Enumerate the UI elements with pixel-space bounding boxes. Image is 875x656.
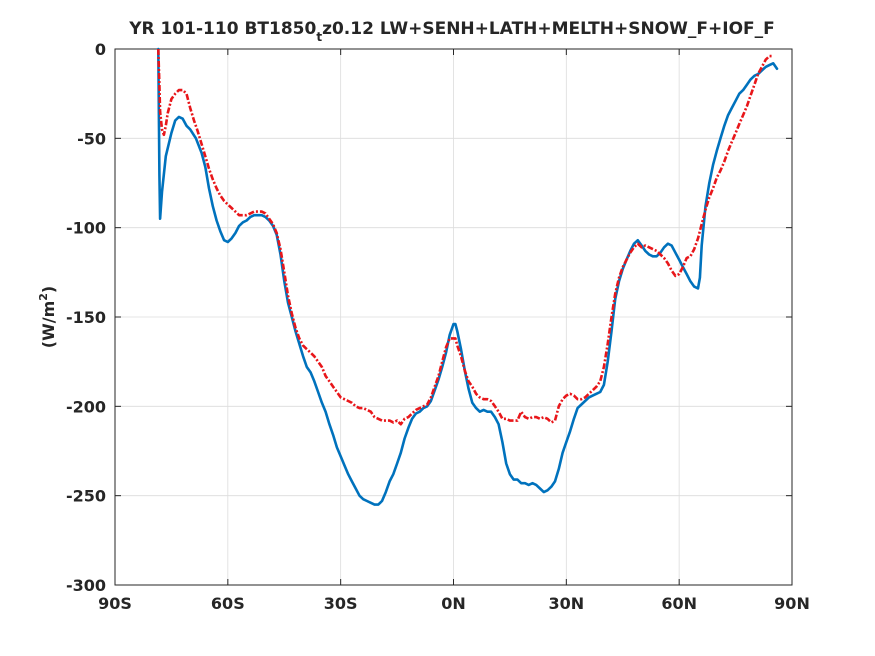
y-tick-labels: 0 -50 -100 -150 -200 -250 -300 (66, 40, 106, 595)
tick-marks (114, 48, 793, 586)
ylabel-superscript: 2 (37, 293, 50, 301)
chart-title: YR 101-110 BT1850tz0.12 LW+SENH+LATH+MEL… (128, 19, 775, 44)
data-series (157, 47, 779, 506)
title-rest: z0.12 LW+SENH+LATH+MELTH+SNOW_F+IOF_F (322, 19, 775, 39)
x-tick-label: 90N (774, 594, 810, 613)
y-tick-label: -100 (66, 219, 106, 238)
y-tick-label: -50 (77, 129, 106, 148)
x-tick-label: 30S (324, 594, 358, 613)
series-line-1 (157, 47, 779, 506)
y-tick-label: 0 (95, 40, 106, 59)
x-tick-label: 90S (98, 594, 132, 613)
ylabel-close: ) (39, 286, 58, 293)
x-tick-label: 60N (661, 594, 697, 613)
y-tick-label: -150 (66, 308, 106, 327)
y-tick-label: -250 (66, 487, 106, 506)
title-subscript: t (316, 30, 322, 44)
title-main: YR 101-110 BT1850 (128, 19, 316, 39)
y-axis-label: (W/m2) (37, 286, 58, 348)
y-tick-label: -200 (66, 397, 106, 416)
x-tick-label: 60S (211, 594, 245, 613)
y-tick-label: -300 (66, 576, 106, 595)
x-tick-label: 30N (549, 594, 585, 613)
x-tick-label: 0N (441, 594, 466, 613)
series-line-2 (157, 48, 774, 426)
x-tick-labels: 90S 60S 30S 0N 30N 60N 90N (98, 594, 810, 613)
ylabel-base: (W/m (39, 301, 58, 348)
